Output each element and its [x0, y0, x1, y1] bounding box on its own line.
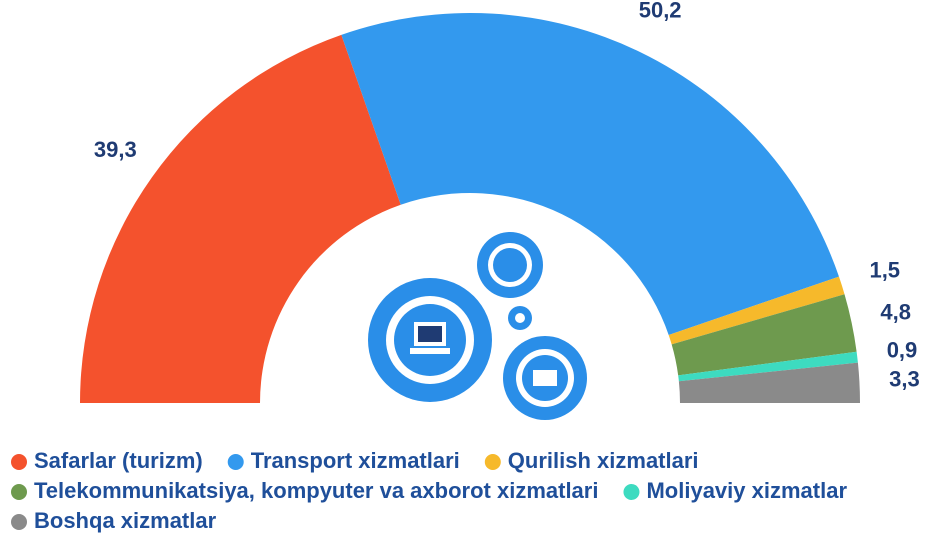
gear-icon	[368, 232, 587, 420]
legend-item: Transport xizmatlari	[227, 448, 460, 473]
legend-marker	[227, 454, 244, 470]
legend-item: Qurilish xizmatlari	[484, 448, 699, 473]
value-label: 3,3	[889, 366, 920, 391]
legend-item: Telekommunikatsiya, kompyuter va axborot…	[11, 478, 598, 503]
slice	[671, 294, 857, 376]
legend-label: Qurilish xizmatlari	[508, 448, 699, 473]
legend-marker	[484, 454, 501, 470]
slice	[341, 12, 839, 335]
legend-marker	[11, 484, 27, 500]
value-label: 50,2	[639, 0, 682, 23]
legend-label: Telekommunikatsiya, kompyuter va axborot…	[34, 478, 598, 503]
value-label: 1,5	[869, 258, 900, 283]
legend-label: Transport xizmatlari	[251, 448, 460, 473]
legend-marker	[623, 484, 640, 500]
legend-label: Moliyaviy xizmatlar	[646, 478, 847, 503]
legend-item: Moliyaviy xizmatlar	[623, 478, 847, 503]
value-label: 4,8	[880, 299, 911, 324]
legend-item: Boshqa xizmatlar	[11, 508, 217, 533]
legend-item: Safarlar (turizm)	[11, 448, 203, 473]
legend-marker	[11, 514, 27, 530]
slice	[678, 362, 860, 403]
slice	[668, 276, 845, 345]
value-label: 0,9	[887, 338, 918, 363]
legend-label: Boshqa xizmatlar	[34, 508, 217, 533]
slice	[80, 34, 401, 403]
value-label: 39,3	[94, 137, 137, 162]
legend-marker	[11, 454, 27, 470]
legend-label: Safarlar (turizm)	[34, 448, 203, 473]
slice	[678, 351, 858, 382]
